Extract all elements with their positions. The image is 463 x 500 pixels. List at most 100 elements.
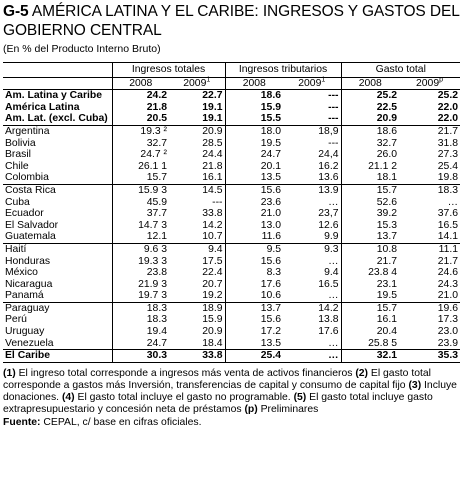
table-cell: 25.4 bbox=[224, 349, 284, 363]
table-cell: 15.9 bbox=[224, 101, 284, 114]
table-cell: 21.8 bbox=[202, 160, 223, 172]
table-cell: 11.6 bbox=[224, 231, 284, 244]
table-cell: 21.9 3 bbox=[111, 278, 169, 291]
group-header: Ingresos totales bbox=[111, 62, 226, 78]
table-row: Ecuador 37.7 33.8 21.0 23,7 39.2 37.6 bbox=[3, 208, 460, 220]
table-row: Costa Rica 15.9 3 14.5 15.6 13.9 15.7 18.3 bbox=[3, 184, 460, 197]
row-label: Argentina bbox=[5, 125, 50, 137]
table-cell: 23.8 bbox=[111, 267, 169, 279]
table-cell: 35.3 bbox=[399, 349, 461, 363]
table-cell: 25.4 bbox=[437, 160, 459, 172]
row-label: Costa Rica bbox=[5, 184, 56, 196]
table-cell: … bbox=[328, 255, 339, 267]
table-cell: 12.6 bbox=[318, 219, 339, 231]
table-cell: 22.5 bbox=[340, 101, 400, 114]
table-cell: 9.5 bbox=[224, 243, 284, 256]
table-cell: 24.7 bbox=[224, 149, 284, 161]
row-label: México bbox=[5, 267, 38, 279]
row-label: Am. Latina y Caribe bbox=[5, 90, 103, 102]
table-cell: 25.8 5 bbox=[340, 337, 400, 351]
table-cell: 24.2 bbox=[111, 89, 169, 102]
table-cell: 15.9 bbox=[202, 314, 223, 326]
table-cell: 21.8 bbox=[111, 101, 169, 114]
table-cell: 11.1 bbox=[438, 243, 459, 255]
table-cell: 26.1 1 bbox=[111, 160, 169, 173]
table-cell: 18.3 bbox=[111, 302, 169, 315]
table-cell: 9.4 bbox=[208, 243, 223, 255]
row-label: Venezuela bbox=[3, 337, 112, 351]
table-cell: 19.1 bbox=[202, 101, 223, 113]
table-cell: … bbox=[283, 349, 342, 363]
source-label: Fuente: bbox=[3, 416, 41, 428]
table-row: Uruguay 19.4 20.9 17.2 17.6 20.4 23.0 bbox=[3, 326, 460, 338]
year-header: 20091 bbox=[283, 76, 342, 91]
row-label: Brasil bbox=[5, 149, 31, 161]
table-cell: 20.9 bbox=[340, 113, 400, 126]
table-row: Venezuela 24.7 18.4 13.5… 25.8 5 23.9 bbox=[3, 337, 461, 351]
footnote-text: El gasto total corresponde a gastos más … bbox=[3, 367, 431, 392]
row-label: El Caribe bbox=[3, 349, 112, 363]
table-cell: 14.5 bbox=[202, 184, 223, 196]
title-text: AMÉRICA LATINA Y EL CARIBE: INGRESOS Y G… bbox=[3, 3, 460, 39]
table-cell: 23.1 bbox=[340, 278, 400, 291]
table-cell: 9.9 bbox=[283, 231, 342, 244]
footnote-text: Incluye donaciones. bbox=[3, 380, 457, 404]
footnote-number: (3) bbox=[408, 380, 422, 392]
table-row: América Latina 21.8 19.1 15.9 --- 22.5 22.0 bbox=[3, 101, 460, 114]
table-cell: 13.5 bbox=[224, 337, 284, 351]
table-cell: 18.3 bbox=[111, 314, 169, 327]
table-cell: 19.4 bbox=[111, 326, 169, 338]
table-cell: 16.1 bbox=[169, 172, 226, 185]
table-cell: 17.6 bbox=[224, 278, 284, 291]
row-label: Ecuador bbox=[5, 208, 44, 220]
table-cell: 15.7 bbox=[340, 302, 400, 315]
header-corner bbox=[3, 62, 112, 78]
row-label: Colombia bbox=[3, 172, 112, 185]
table-cell: 24.4 bbox=[202, 149, 223, 161]
table-cell: 26.0 bbox=[340, 149, 400, 161]
table-cell: 20.7 bbox=[202, 278, 223, 290]
table-cell: 20.9 bbox=[202, 326, 223, 338]
table-cell: 18.0 bbox=[224, 125, 284, 138]
table-cell: 21.1 2 bbox=[340, 160, 400, 173]
table-cell: 16.5 bbox=[318, 278, 339, 290]
table-cell: 15.6 bbox=[224, 314, 284, 327]
row-label: Chile bbox=[5, 160, 29, 172]
table-cell: 14.2 bbox=[318, 302, 339, 314]
table-cell: 10.7 bbox=[169, 231, 226, 244]
table-cell: 20.4 bbox=[340, 326, 400, 338]
table-cell: 23.6 bbox=[224, 196, 284, 209]
table-cell: 20.9 bbox=[202, 125, 223, 137]
table-cell: 33.8 bbox=[202, 208, 223, 220]
table-cell: 22.0 bbox=[399, 113, 461, 126]
table-cell: 25.2 bbox=[340, 89, 400, 102]
table-cell: 16.1 bbox=[340, 314, 400, 327]
table-cell: 52.6 bbox=[340, 196, 400, 209]
table-cell: 9.6 3 bbox=[111, 243, 169, 256]
table-cell: 39.2 bbox=[340, 208, 400, 220]
table-cell: 19.8 bbox=[399, 172, 461, 185]
subtitle: (En % del Producto Interno Bruto) bbox=[3, 43, 161, 55]
year-footnote-mark: 1 bbox=[206, 76, 211, 84]
year-corner bbox=[3, 77, 112, 91]
year-header: 2008 bbox=[340, 77, 400, 91]
table-row: Brasil 24.7 ² 24.4 24.7 24,4 26.0 27.3 bbox=[3, 149, 460, 161]
table-cell: 21.0 bbox=[224, 208, 284, 220]
table-cell: 33.8 bbox=[169, 349, 226, 363]
table-cell: 19.1 bbox=[169, 113, 226, 126]
table-cell: 12.1 bbox=[111, 231, 169, 244]
table-cell: 18,9 bbox=[318, 125, 339, 137]
table-cell: 10.6 bbox=[224, 290, 284, 303]
footnote-number: (4) bbox=[61, 392, 75, 404]
table-row: México 23.8 22.4 8.3 9.4 23.8 4 24.6 bbox=[3, 267, 460, 279]
table-row: Cuba 45.9 --- 23.6… 52.6… bbox=[3, 196, 460, 209]
table-cell: 28.5 bbox=[202, 137, 223, 149]
table-cell: 17.6 bbox=[318, 326, 339, 338]
table-cell: 19.6 bbox=[437, 302, 459, 314]
table-cell: 23.0 bbox=[437, 326, 459, 338]
footnote-number: (1) bbox=[3, 367, 16, 379]
table-cell: 25.2 bbox=[437, 90, 459, 102]
row-label: Uruguay bbox=[5, 326, 45, 338]
row-label: Paraguay bbox=[5, 302, 50, 314]
